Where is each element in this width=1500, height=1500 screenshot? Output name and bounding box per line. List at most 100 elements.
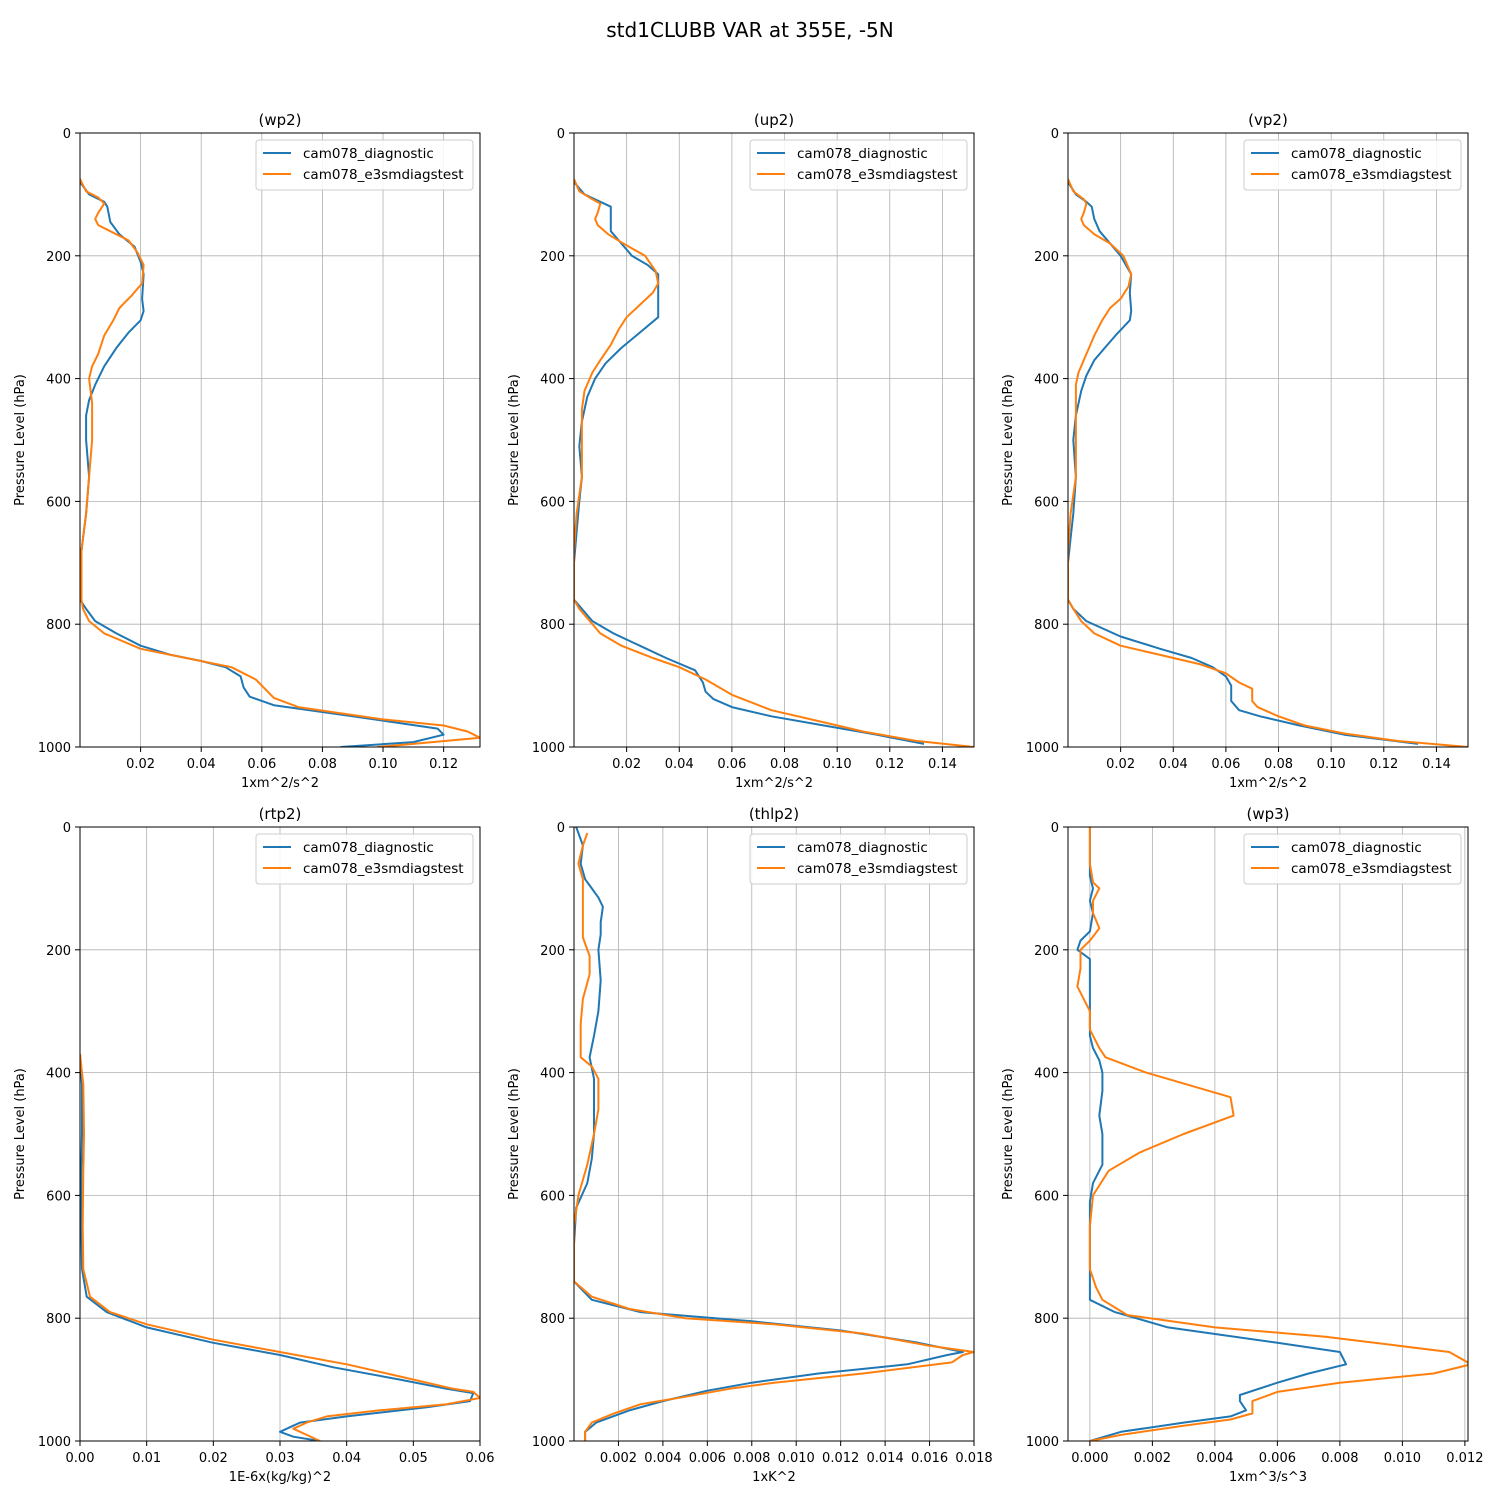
legend-label: cam078_diagnostic	[1291, 146, 1422, 162]
subplot-title: (wp3)	[1246, 805, 1289, 823]
x-tick-label: 0.06	[1211, 757, 1240, 772]
x-tick-label: 0.018	[955, 1451, 992, 1466]
x-axis-label: 1xm^3/s^3	[1229, 1470, 1307, 1485]
legend-box	[255, 139, 474, 191]
y-tick-label: 1000	[1026, 741, 1059, 756]
legend: cam078_diagnostic cam078_e3smdiagstest	[1243, 139, 1462, 191]
legend-label: cam078_diagnostic	[797, 146, 928, 162]
legend-label: cam078_diagnostic	[797, 840, 928, 856]
subplot-wp3: 0.000 0.002 0.004 0.006 0.008 0.010 0.012 0 200 4…	[1001, 805, 1483, 1485]
x-axis-label: 1xm^2/s^2	[735, 776, 813, 791]
x-tick-label: 0.10	[1317, 757, 1346, 772]
plot-frame	[1067, 132, 1469, 748]
x-tick-label: 0.06	[247, 757, 276, 772]
series-line-cam078_diagnostic	[574, 827, 964, 1441]
legend: cam078_diagnostic cam078_e3smdiagstest	[1243, 833, 1462, 885]
y-tick-label: 400	[1034, 373, 1059, 388]
x-tick-label: 0.08	[770, 757, 799, 772]
y-tick-label: 200	[540, 944, 565, 959]
series-line-cam078_e3smdiagstest	[80, 178, 480, 747]
y-tick-label: 400	[46, 373, 71, 388]
legend-label: cam078_e3smdiagstest	[1291, 167, 1452, 183]
series-line-cam078_e3smdiagstest	[1068, 178, 1468, 747]
x-tick-label: 0.006	[1259, 1451, 1296, 1466]
subplot-wp2: 0.02 0.04 0.06 0.08 0.10 0.12 0 200 400 600 800 100…	[13, 111, 481, 791]
plot-frame	[1067, 826, 1469, 1442]
x-tick-label: 0.008	[1321, 1451, 1358, 1466]
legend: cam078_diagnostic cam078_e3smdiagstest	[255, 139, 474, 191]
legend: cam078_diagnostic cam078_e3smdiagstest	[255, 833, 474, 885]
x-tick-label: 0.02	[199, 1451, 228, 1466]
y-tick-label: 400	[1034, 1067, 1059, 1082]
y-tick-label: 400	[46, 1067, 71, 1082]
x-tick-label: 0.02	[612, 757, 641, 772]
series-line-cam078_diagnostic	[80, 1054, 475, 1441]
y-tick-label: 800	[540, 618, 565, 633]
y-tick-label: 1000	[38, 1435, 71, 1450]
y-tick-label: 600	[46, 1189, 71, 1204]
y-tick-label: 0	[1051, 127, 1059, 142]
y-axis-label: Pressure Level (hPa)	[507, 1068, 522, 1200]
legend-label: cam078_diagnostic	[1291, 840, 1422, 856]
x-tick-label: 0.08	[1264, 757, 1293, 772]
legend: cam078_diagnostic cam078_e3smdiagstest	[749, 833, 968, 885]
y-tick-label: 600	[1034, 495, 1059, 510]
y-tick-label: 200	[46, 250, 71, 265]
x-tick-label: 0.012	[1446, 1451, 1483, 1466]
y-tick-label: 200	[540, 250, 565, 265]
y-tick-label: 0	[557, 127, 565, 142]
legend-box	[1243, 139, 1462, 191]
y-tick-label: 1000	[532, 741, 565, 756]
legend-box	[749, 833, 968, 885]
y-tick-label: 1000	[1026, 1435, 1059, 1450]
y-tick-label: 600	[540, 1189, 565, 1204]
y-tick-label: 600	[1034, 1189, 1059, 1204]
x-axis-label: 1xK^2	[752, 1470, 796, 1485]
y-tick-label: 0	[557, 821, 565, 836]
x-tick-label: 0.01	[132, 1451, 161, 1466]
y-tick-label: 1000	[38, 741, 71, 756]
figure-title: std1CLUBB VAR at 355E, -5N	[606, 18, 893, 42]
subplot-title: (rtp2)	[259, 805, 302, 823]
plot-frame	[573, 132, 975, 748]
y-tick-label: 400	[540, 373, 565, 388]
y-tick-label: 1000	[532, 1435, 565, 1450]
y-tick-label: 0	[63, 127, 71, 142]
subplot-title: (wp2)	[258, 111, 301, 129]
legend-label: cam078_e3smdiagstest	[1291, 861, 1452, 877]
x-tick-label: 0.12	[429, 757, 458, 772]
y-axis-label: Pressure Level (hPa)	[1001, 1068, 1016, 1200]
x-tick-label: 0.004	[1196, 1451, 1233, 1466]
panels: 0.02 0.04 0.06 0.08 0.10 0.12 0 200 400 600 800 100…	[13, 111, 1483, 1485]
y-tick-label: 400	[540, 1067, 565, 1082]
x-tick-label: 0.02	[126, 757, 155, 772]
x-tick-label: 0.06	[466, 1451, 495, 1466]
x-tick-label: 0.002	[1134, 1451, 1171, 1466]
x-tick-label: 0.010	[1384, 1451, 1421, 1466]
y-tick-label: 200	[1034, 250, 1059, 265]
series-line-cam078_e3smdiagstest	[574, 178, 974, 747]
legend-label: cam078_e3smdiagstest	[797, 167, 958, 183]
series-line-cam078_e3smdiagstest	[574, 832, 974, 1441]
x-tick-label: 0.008	[733, 1451, 770, 1466]
y-tick-label: 0	[63, 821, 71, 836]
plot-frame	[573, 826, 975, 1442]
x-axis-label: 1E-6x(kg/kg)^2	[229, 1470, 331, 1485]
x-tick-label: 0.14	[928, 757, 957, 772]
y-tick-label: 800	[1034, 618, 1059, 633]
series-line-cam078_e3smdiagstest	[1076, 827, 1468, 1441]
legend-label: cam078_diagnostic	[303, 146, 434, 162]
series-line-cam078_e3smdiagstest	[80, 1054, 480, 1441]
x-axis-label: 1xm^2/s^2	[1229, 776, 1307, 791]
x-tick-label: 0.010	[778, 1451, 815, 1466]
x-tick-label: 0.12	[1369, 757, 1398, 772]
legend: cam078_diagnostic cam078_e3smdiagstest	[749, 139, 968, 191]
y-axis-label: Pressure Level (hPa)	[1001, 374, 1016, 506]
x-tick-label: 0.004	[644, 1451, 681, 1466]
x-tick-label: 0.04	[332, 1451, 361, 1466]
x-tick-label: 0.014	[867, 1451, 904, 1466]
subplot-rtp2: 0.00 0.01 0.02 0.03 0.04 0.05 0.06 0 200 400 600 80…	[13, 805, 494, 1485]
series-line-cam078_diagnostic	[574, 181, 925, 745]
y-axis-label: Pressure Level (hPa)	[13, 1068, 28, 1200]
